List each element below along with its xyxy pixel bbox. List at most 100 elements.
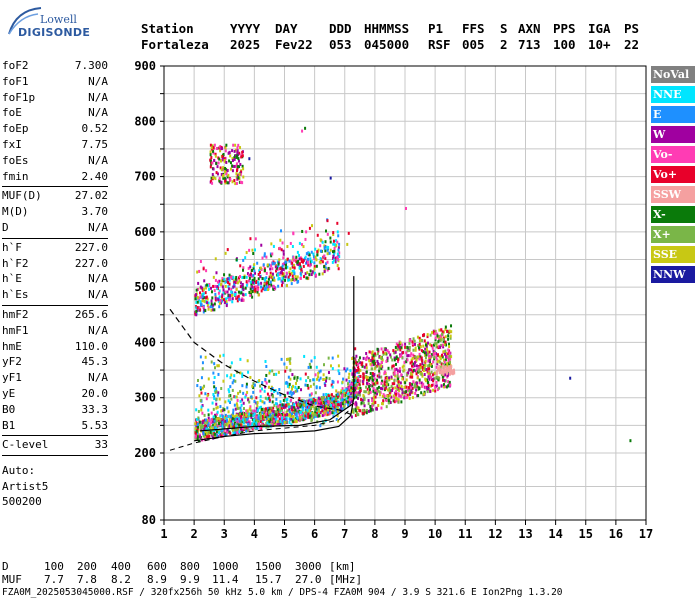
chart-tick-labels: 1 2 3 4 5 6 7 8 9 10 11 12 13 14 15 16 17802003004005006…: [134, 59, 653, 541]
scatter-point: [260, 281, 263, 285]
scatter-point: [392, 399, 395, 403]
scatter-point: [205, 269, 208, 273]
scatter-point: [221, 174, 224, 178]
scatter-point: [302, 260, 305, 264]
scatter-point: [446, 329, 449, 333]
scatter-point: [234, 281, 237, 285]
scatter-point: [233, 415, 236, 419]
scatter-point: [214, 177, 217, 181]
scatter-point: [351, 393, 354, 397]
scatter-point: [259, 395, 262, 399]
scatter-point: [308, 226, 311, 230]
scatter-point: [217, 299, 220, 303]
scatter-point: [391, 389, 394, 393]
scatter-point: [275, 413, 278, 417]
scatter-point: [444, 335, 447, 339]
scatter-point: [272, 395, 275, 399]
scatter-point: [397, 392, 400, 396]
scatter-point: [243, 427, 246, 431]
scatter-point: [406, 349, 409, 353]
scatter-point: [298, 241, 301, 245]
scatter-point: [216, 405, 219, 409]
scatter-point: [414, 360, 417, 364]
scatter-point: [222, 288, 225, 292]
scatter-point: [238, 275, 241, 279]
scatter-point: [351, 399, 354, 403]
scatter-point: [310, 260, 313, 264]
scatter-point: [256, 401, 259, 405]
scatter-point: [291, 387, 294, 391]
scatter-point: [298, 397, 301, 401]
scatter-point: [233, 283, 236, 287]
scatter-point: [232, 419, 235, 423]
scatter-point: [217, 372, 220, 376]
scatter-point: [288, 410, 291, 414]
scatter-point: [195, 313, 198, 317]
scatter-point: [373, 367, 376, 371]
scatter-point: [427, 372, 430, 376]
scatter-point: [441, 343, 444, 347]
scatter-point: [229, 161, 232, 165]
scatter-point: [245, 429, 248, 433]
scatter-point: [199, 386, 202, 390]
scatter-point: [212, 167, 215, 171]
scatter-point: [329, 236, 332, 240]
scatter-point: [325, 229, 328, 233]
scatter-point: [371, 356, 374, 360]
scatter-point: [278, 258, 281, 262]
scatter-point: [358, 391, 361, 395]
scatter-point: [245, 413, 248, 417]
scatter-point: [351, 357, 354, 361]
scatter-point: [235, 155, 238, 159]
scatter-point: [432, 330, 435, 334]
scatter-point: [237, 391, 240, 395]
scatter-point: [274, 265, 277, 269]
scatter-point: [326, 394, 329, 398]
scatter-point: [273, 403, 276, 407]
scatter-point: [255, 415, 258, 419]
scatter-point: [224, 181, 227, 185]
scatter-point: [277, 370, 280, 374]
scatter-point: [262, 417, 265, 421]
scatter-point: [288, 278, 291, 282]
scatter-point: [234, 164, 237, 168]
scatter-point: [360, 398, 363, 402]
scatter-point: [293, 403, 296, 407]
distance-row-cell: 3000: [295, 560, 322, 573]
scatter-point: [226, 169, 229, 173]
scatter-point: [326, 248, 329, 252]
scatter-point: [333, 400, 336, 404]
scatter-point: [247, 273, 250, 277]
scatter-point: [264, 385, 267, 389]
scatter-point: [195, 288, 198, 292]
scatter-point: [297, 386, 300, 390]
scatter-point: [253, 399, 256, 403]
scatter-point: [434, 336, 437, 340]
scatter-point: [437, 340, 440, 344]
scatter-point: [410, 368, 413, 372]
scatter-point: [235, 181, 238, 185]
scatter-point: [400, 394, 403, 398]
param-yf2: yF2 45.3: [2, 355, 108, 369]
scatter-point: [351, 383, 354, 387]
scatter-point: [267, 417, 270, 421]
scatter-point: [333, 243, 336, 247]
scatter-point: [319, 257, 322, 261]
scatter-point: [266, 421, 269, 425]
legend-x: X-: [651, 206, 695, 223]
scatter-point: [390, 395, 393, 399]
scatter-point: [353, 402, 356, 406]
scatter-point: [239, 357, 242, 361]
scatter-point: [390, 366, 393, 370]
scatter-point: [289, 368, 292, 372]
scatter-point: [348, 397, 351, 401]
scatter-point: [249, 237, 252, 241]
scatter-point: [327, 394, 330, 398]
scatter-point: [288, 259, 291, 263]
scatter-point: [225, 172, 228, 176]
scatter-point: [222, 425, 225, 429]
x-tick-label: 15: [579, 527, 593, 541]
scatter-point: [242, 175, 245, 179]
scatter-point: [373, 399, 376, 403]
scatter-point: [213, 389, 216, 393]
